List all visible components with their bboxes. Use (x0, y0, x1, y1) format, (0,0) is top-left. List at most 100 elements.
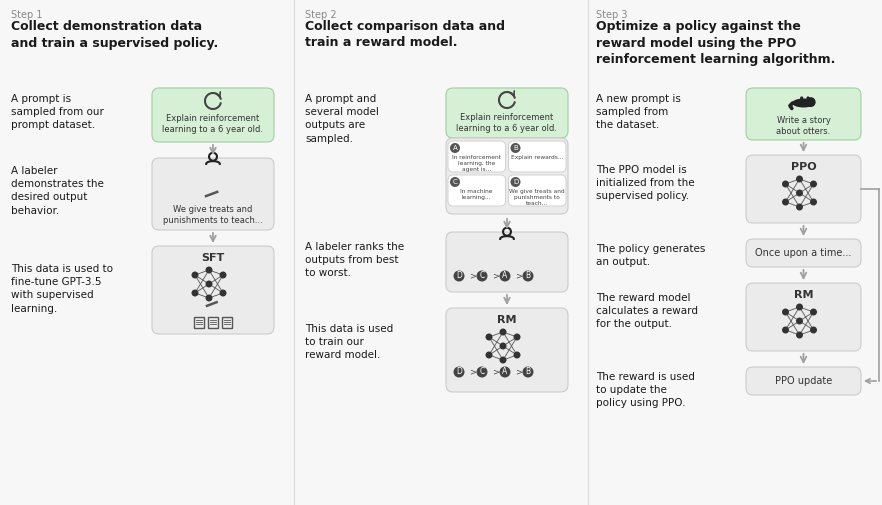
Text: Optimize a policy against the
reward model using the PPO
reinforcement learning : Optimize a policy against the reward mod… (596, 20, 835, 66)
Text: D: D (456, 368, 462, 377)
FancyBboxPatch shape (746, 367, 861, 395)
FancyBboxPatch shape (746, 239, 861, 267)
Circle shape (476, 271, 488, 281)
Text: In reinforcement
learning, the
agent is...: In reinforcement learning, the agent is.… (452, 155, 501, 172)
Circle shape (796, 318, 803, 325)
Circle shape (450, 143, 460, 153)
Text: Explain rewards...: Explain rewards... (511, 155, 564, 160)
Text: A labeler
demonstrates the
desired output
behavior.: A labeler demonstrates the desired outpu… (11, 166, 104, 216)
Text: D: D (456, 272, 462, 280)
Text: >: > (469, 272, 476, 280)
Circle shape (453, 271, 465, 281)
FancyBboxPatch shape (446, 232, 568, 292)
Text: We give treats and
punishments to
teach...: We give treats and punishments to teach.… (510, 189, 565, 206)
Text: Explain reinforcement
learning to a 6 year old.: Explain reinforcement learning to a 6 ye… (162, 114, 264, 134)
Text: The PPO model is
initialized from the
supervised policy.: The PPO model is initialized from the su… (596, 165, 695, 201)
Circle shape (810, 198, 817, 206)
Circle shape (499, 271, 511, 281)
FancyBboxPatch shape (746, 155, 861, 223)
Text: C: C (480, 272, 484, 280)
Text: B: B (526, 272, 531, 280)
Text: RM: RM (497, 315, 517, 325)
Circle shape (485, 333, 492, 340)
FancyBboxPatch shape (446, 138, 568, 214)
Text: RM: RM (794, 290, 813, 300)
Circle shape (499, 342, 506, 349)
Text: A new prompt is
sampled from
the dataset.: A new prompt is sampled from the dataset… (596, 94, 681, 130)
Text: Step 1: Step 1 (11, 10, 42, 20)
Circle shape (796, 189, 803, 196)
Circle shape (522, 271, 534, 281)
Circle shape (782, 198, 789, 206)
Ellipse shape (792, 98, 815, 108)
Text: D: D (512, 179, 518, 185)
Text: A: A (503, 272, 508, 280)
Text: >: > (515, 272, 522, 280)
Circle shape (810, 309, 817, 316)
Circle shape (513, 351, 520, 359)
Circle shape (499, 357, 506, 364)
FancyBboxPatch shape (152, 246, 274, 334)
Circle shape (191, 272, 198, 278)
Circle shape (782, 180, 789, 187)
Text: Explain reinforcement
learning to a 6 year old.: Explain reinforcement learning to a 6 ye… (457, 113, 557, 133)
Text: A prompt and
several model
outputs are
sampled.: A prompt and several model outputs are s… (305, 94, 379, 143)
Circle shape (450, 177, 460, 187)
Text: A prompt is
sampled from our
prompt dataset.: A prompt is sampled from our prompt data… (11, 94, 104, 130)
Circle shape (453, 367, 465, 378)
Circle shape (810, 180, 817, 187)
Text: In machine
learning...: In machine learning... (460, 189, 493, 200)
Text: The reward is used
to update the
policy using PPO.: The reward is used to update the policy … (596, 372, 695, 409)
Text: >: > (515, 368, 522, 377)
Text: C: C (480, 368, 484, 377)
Text: PPO: PPO (790, 162, 817, 172)
Circle shape (206, 267, 213, 274)
Circle shape (206, 294, 213, 301)
Text: B: B (526, 368, 531, 377)
Text: Step 2: Step 2 (305, 10, 337, 20)
Circle shape (806, 97, 816, 107)
Circle shape (511, 177, 520, 187)
FancyBboxPatch shape (509, 175, 566, 206)
Circle shape (796, 331, 803, 338)
FancyBboxPatch shape (448, 175, 505, 206)
Text: C: C (452, 179, 458, 185)
Text: >: > (492, 272, 499, 280)
Circle shape (522, 367, 534, 378)
Circle shape (806, 96, 810, 99)
Circle shape (513, 333, 520, 340)
Circle shape (800, 96, 804, 99)
Text: This data is used to
fine-tune GPT-3.5
with supervised
learning.: This data is used to fine-tune GPT-3.5 w… (11, 264, 113, 314)
Circle shape (499, 367, 511, 378)
Text: Step 3: Step 3 (596, 10, 627, 20)
Circle shape (485, 351, 492, 359)
Circle shape (206, 280, 213, 287)
Circle shape (220, 289, 227, 296)
Circle shape (499, 328, 506, 335)
Text: Once upon a time...: Once upon a time... (755, 248, 852, 258)
Text: B: B (513, 145, 518, 151)
Circle shape (191, 289, 198, 296)
Circle shape (476, 367, 488, 378)
Text: PPO update: PPO update (775, 376, 832, 386)
Text: >: > (469, 368, 476, 377)
Text: A: A (503, 368, 508, 377)
Circle shape (796, 176, 803, 182)
FancyBboxPatch shape (152, 88, 274, 142)
Text: The reward model
calculates a reward
for the output.: The reward model calculates a reward for… (596, 293, 698, 329)
Text: Collect demonstration data
and train a supervised policy.: Collect demonstration data and train a s… (11, 20, 218, 49)
Text: This data is used
to train our
reward model.: This data is used to train our reward mo… (305, 324, 393, 361)
FancyBboxPatch shape (509, 141, 566, 172)
Text: >: > (492, 368, 499, 377)
Text: Collect comparison data and
train a reward model.: Collect comparison data and train a rewa… (305, 20, 505, 49)
Circle shape (810, 327, 817, 333)
Circle shape (782, 309, 789, 316)
FancyBboxPatch shape (446, 88, 568, 138)
FancyBboxPatch shape (448, 141, 505, 172)
Text: A labeler ranks the
outputs from best
to worst.: A labeler ranks the outputs from best to… (305, 242, 404, 278)
FancyBboxPatch shape (746, 88, 861, 140)
FancyBboxPatch shape (152, 158, 274, 230)
Circle shape (782, 327, 789, 333)
FancyBboxPatch shape (446, 308, 568, 392)
Circle shape (796, 204, 803, 211)
